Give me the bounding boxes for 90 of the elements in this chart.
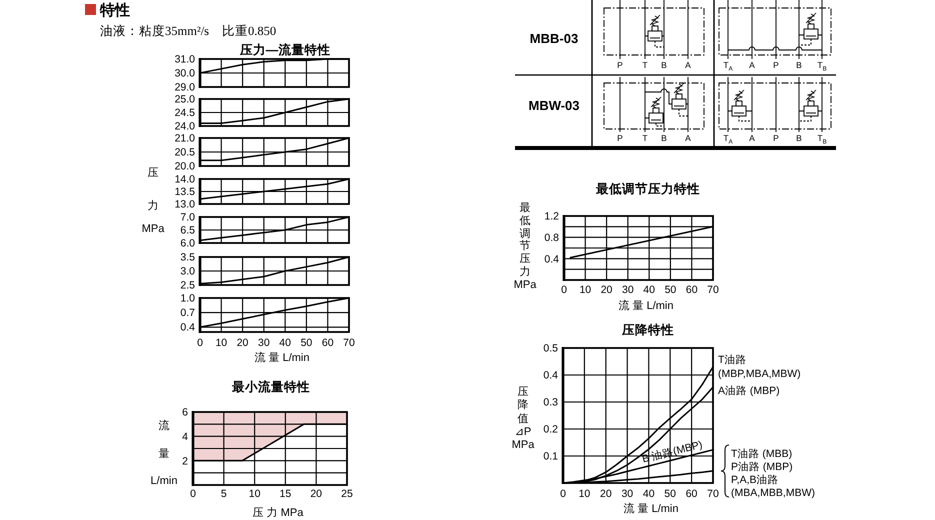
x-tick-label: 20 <box>236 337 249 349</box>
y-tick-label: 7.0 <box>180 212 196 224</box>
x-tick-label: 10 <box>579 284 592 296</box>
x-tick-label: 0 <box>560 488 566 500</box>
x-axis-title: 流 量 L/min <box>618 299 674 312</box>
x-axis-title: 压 力 MPa <box>252 506 304 519</box>
chart-title: 压降特性 <box>621 323 674 337</box>
x-tick-label: 25 <box>341 488 353 500</box>
x-tick-label: 15 <box>280 488 292 500</box>
y-tick-label: 14.0 <box>174 174 196 186</box>
y-tick-label: 0.7 <box>180 307 196 320</box>
y-tick-label: 2 <box>182 455 188 468</box>
y-tick-label: 0.4 <box>180 322 196 334</box>
x-tick-label: 20 <box>600 488 612 500</box>
x-tick-label: 50 <box>664 284 676 296</box>
chart-title: 压力—流量特性 <box>238 42 330 57</box>
y-tick-label: 31.0 <box>174 54 196 66</box>
y-tick-label: 13.0 <box>174 198 196 211</box>
text: 压力 MPa <box>142 167 164 235</box>
text: 特性 <box>99 2 130 19</box>
y-tick-label: 30.0 <box>174 68 196 80</box>
y-tick-label: 6.0 <box>180 238 196 250</box>
y-tick-label: 24.5 <box>174 107 196 120</box>
x-tick-label: 70 <box>707 488 719 500</box>
text: 油液：粘度35mm²/s 比重0.850 <box>100 23 276 38</box>
x-tick-label: 20 <box>310 488 322 500</box>
chart-title: 最小流量特性 <box>231 379 310 394</box>
y-tick-label: 0.4 <box>544 253 560 266</box>
category-label: T$_{A}$ <box>723 133 733 146</box>
x-tick-label: 50 <box>664 488 676 500</box>
y-tick-label: 21.0 <box>174 132 196 145</box>
x-tick-label: 0 <box>561 284 568 296</box>
y-tick-label: 3.5 <box>180 252 196 264</box>
x-tick-label: 60 <box>686 284 698 296</box>
category-label: T$_{B}$ <box>817 133 827 146</box>
category-label: P <box>617 133 623 143</box>
category-label: A <box>685 133 691 143</box>
x-tick-label: 10 <box>578 488 590 500</box>
x-tick-label: 0 <box>197 337 204 349</box>
y-tick-label: 0.1 <box>543 450 558 463</box>
series-label: A油路 (MBP) <box>718 384 780 397</box>
x-tick-label: 60 <box>322 337 334 349</box>
x-tick-label: 5 <box>220 488 227 500</box>
x-tick-label: 40 <box>643 284 656 296</box>
y-tick-label: 0.8 <box>544 232 560 244</box>
category-label: MBW-03 <box>528 98 580 113</box>
y-tick-label: 4 <box>182 430 188 443</box>
category-label: B <box>661 133 667 143</box>
x-tick-label: 30 <box>258 337 270 349</box>
y-tick-label: 0.4 <box>543 370 558 382</box>
x-axis-title: 流 量 L/min <box>254 351 310 364</box>
y-tick-label: 1.0 <box>180 292 196 305</box>
category-label: A <box>749 133 755 143</box>
x-tick-label: 70 <box>707 284 719 296</box>
y-tick-label: 3.0 <box>180 266 196 278</box>
y-tick-label: 24.0 <box>174 120 196 133</box>
y-tick-label: 0.2 <box>543 424 558 436</box>
y-tick-label: 0.5 <box>543 342 558 355</box>
x-tick-label: 0 <box>190 488 196 500</box>
x-tick-label: 50 <box>300 337 312 349</box>
y-tick-label: 2.5 <box>180 280 196 292</box>
y-axis-title: 最低调节压力 MPa <box>514 202 538 291</box>
x-tick-label: 30 <box>621 488 634 500</box>
series-label: T油路 (MBP,MBA,MBW) <box>718 353 801 380</box>
y-tick-label: 13.5 <box>174 186 196 198</box>
y-tick-label: 0.3 <box>543 396 558 409</box>
y-tick-label: 25.0 <box>174 94 196 106</box>
x-tick-label: 20 <box>600 284 613 296</box>
x-tick-label: 70 <box>343 337 355 349</box>
x-axis-title: 流 量 L/min <box>623 502 679 515</box>
category-label: MBB-03 <box>530 31 578 46</box>
category-label: B <box>796 133 802 143</box>
x-tick-label: 30 <box>622 284 634 296</box>
y-axis-title: 压降值⊿P MPa <box>512 386 536 451</box>
x-tick-label: 40 <box>642 488 655 500</box>
y-tick-label: 6 <box>182 406 188 419</box>
x-tick-label: 60 <box>686 488 698 500</box>
y-tick-label: 20.0 <box>174 160 196 173</box>
series-label: T油路 (MBB) P油路 (MBP) P,A,B油路 (MBA,MBB,MBW) <box>731 447 815 499</box>
y-tick-label: 1.2 <box>544 210 560 223</box>
category-label: P <box>773 133 779 143</box>
y-tick-label: 20.5 <box>174 146 196 159</box>
x-tick-label: 10 <box>248 488 261 500</box>
y-tick-label: 29.0 <box>174 82 196 94</box>
chart-title: 最低调节压力特性 <box>595 182 700 196</box>
text: 流量 L/min <box>150 420 178 487</box>
category-label: T <box>642 133 648 143</box>
y-tick-label: 6.5 <box>180 224 196 237</box>
x-tick-label: 10 <box>215 337 228 349</box>
x-tick-label: 40 <box>279 337 292 349</box>
